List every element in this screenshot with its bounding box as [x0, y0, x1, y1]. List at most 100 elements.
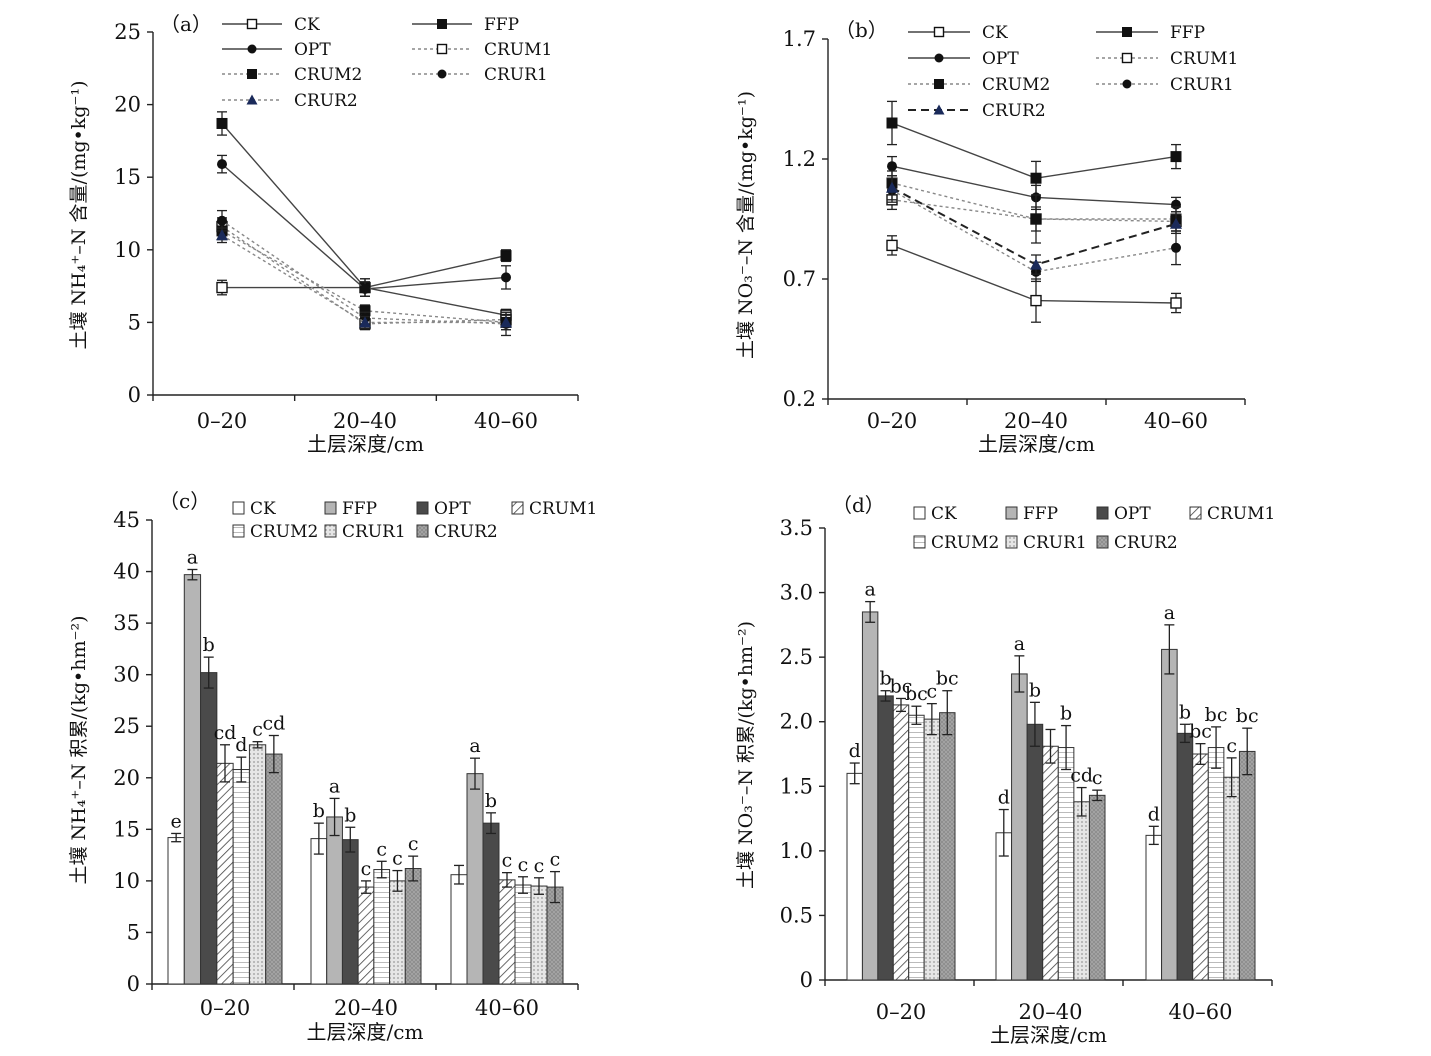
bar-CRUR2 [1238, 750, 1256, 981]
y-tick-label: 20 [114, 93, 141, 117]
y-tick-label: 0 [800, 968, 813, 992]
series-line-OPT [221, 163, 507, 290]
bar-CRUR2 [404, 868, 422, 985]
legend-swatch [1005, 535, 1018, 549]
legend-label: OPT [294, 40, 331, 60]
legend-swatch [232, 524, 245, 538]
legend-swatch [511, 501, 524, 515]
data-point [217, 159, 227, 170]
significance-letter: a [864, 579, 875, 601]
legend-swatch [324, 524, 337, 538]
y-tick-label: 2.5 [780, 645, 813, 669]
panel-label: （c） [159, 489, 210, 513]
legend-label: CRUR1 [1170, 75, 1234, 95]
y-tick-label: 10 [114, 238, 141, 262]
y-tick-label: 1.0 [780, 839, 813, 863]
significance-letter: b [1179, 701, 1191, 723]
y-tick-label: 25 [114, 20, 141, 44]
significance-letter: a [1014, 633, 1025, 655]
x-axis-label: 土层深度/cm [990, 1023, 1107, 1047]
data-point [500, 250, 512, 262]
bar-OPT [200, 672, 218, 985]
legend-label: CRUR2 [434, 522, 498, 542]
legend-label: CRUR1 [484, 65, 548, 85]
legend-swatch [1096, 506, 1109, 520]
data-point [216, 229, 228, 241]
x-tick-label: 0–20 [197, 409, 248, 433]
significance-letter: b [1029, 679, 1041, 701]
y-tick-label: 0.2 [783, 387, 816, 411]
bar-CRUR2 [265, 753, 283, 985]
significance-letter: d [998, 787, 1010, 809]
bar-CRUR2 [939, 712, 956, 981]
data-point [501, 272, 511, 283]
y-tick-label: 1.7 [783, 27, 816, 51]
significance-letter: cd [262, 713, 285, 735]
x-axis-label: 土层深度/cm [307, 1020, 424, 1044]
significance-letter: b [879, 668, 891, 690]
legend-label: CK [250, 499, 276, 519]
bar-CK [1145, 834, 1163, 981]
legend-label: FFP [342, 499, 377, 519]
significance-letter: c [1092, 767, 1103, 789]
legend-label: OPT [1114, 504, 1151, 524]
bar-chart-3: 0 0.5 1.0 1.5 2.0 2.5 3.0 3.5 0–20 20–40 40–60 土层深度… [735, 493, 1275, 1047]
y-tick-label: 3.0 [780, 581, 813, 605]
bar-CRUR1 [389, 880, 406, 985]
bar-CRUM1 [216, 762, 234, 985]
significance-letter: a [187, 546, 198, 568]
legend-label: CRUR2 [982, 101, 1046, 121]
y-tick-label: 30 [113, 663, 140, 687]
bar-CRUM1 [1042, 745, 1059, 981]
significance-letter: e [171, 810, 182, 832]
panel-label: （b） [835, 18, 888, 42]
significance-letter: c [392, 848, 403, 870]
data-point [360, 284, 370, 295]
bar-FFP [326, 816, 343, 985]
data-point [934, 79, 944, 89]
y-tick-label: 0.5 [780, 903, 813, 927]
legend-swatch [1096, 535, 1109, 549]
data-point [1122, 79, 1132, 89]
bar-OPT [1176, 732, 1194, 981]
line-chart-0: 0 5 10 15 20 25 0–20 20–40 40–60 土层深度/cm 土壤 NH₄⁺–N… [68, 12, 579, 456]
bar-CRUR2 [1088, 794, 1106, 981]
y-tick-label: 0 [127, 972, 140, 996]
y-axis-label: 土壤 NH₄⁺–N 含量/(mg•kg⁻¹) [68, 81, 90, 350]
data-point [437, 69, 447, 79]
bar-FFP [183, 574, 202, 985]
x-tick-label: 20–40 [334, 996, 398, 1020]
significance-letter: c [518, 854, 529, 876]
legend-label: CRUM2 [982, 75, 1050, 95]
significance-letter: c [927, 681, 938, 703]
data-point [247, 44, 257, 54]
data-point [933, 26, 945, 38]
y-tick-label: 35 [113, 611, 140, 635]
x-tick-label: 20–40 [1019, 1000, 1083, 1024]
data-point [359, 316, 371, 328]
data-point [886, 117, 898, 129]
legend-label: OPT [982, 49, 1019, 69]
x-tick-label: 20–40 [1004, 409, 1068, 433]
series-line-CRUM2 [891, 182, 1176, 220]
significance-letter: c [252, 719, 263, 741]
significance-letter: c [502, 850, 513, 872]
significance-letter: c [534, 855, 545, 877]
y-tick-label: 15 [114, 165, 141, 189]
significance-letter: c [1226, 735, 1237, 757]
data-point [934, 53, 944, 63]
bar-FFP [1011, 673, 1028, 981]
data-point [933, 104, 945, 115]
significance-letter: b [1060, 703, 1072, 725]
x-tick-label: 40–60 [474, 409, 538, 433]
x-tick-label: 0–20 [867, 409, 918, 433]
bar-CRUR1 [248, 744, 267, 985]
data-point [1122, 27, 1132, 37]
legend-swatch [1189, 506, 1202, 520]
significance-letter: cd [1070, 765, 1093, 787]
legend-label: CRUM1 [484, 40, 552, 60]
significance-letter: a [469, 735, 480, 757]
bar-CRUM2 [1207, 747, 1225, 981]
data-point [1030, 172, 1042, 184]
significance-letter: b [344, 804, 356, 826]
